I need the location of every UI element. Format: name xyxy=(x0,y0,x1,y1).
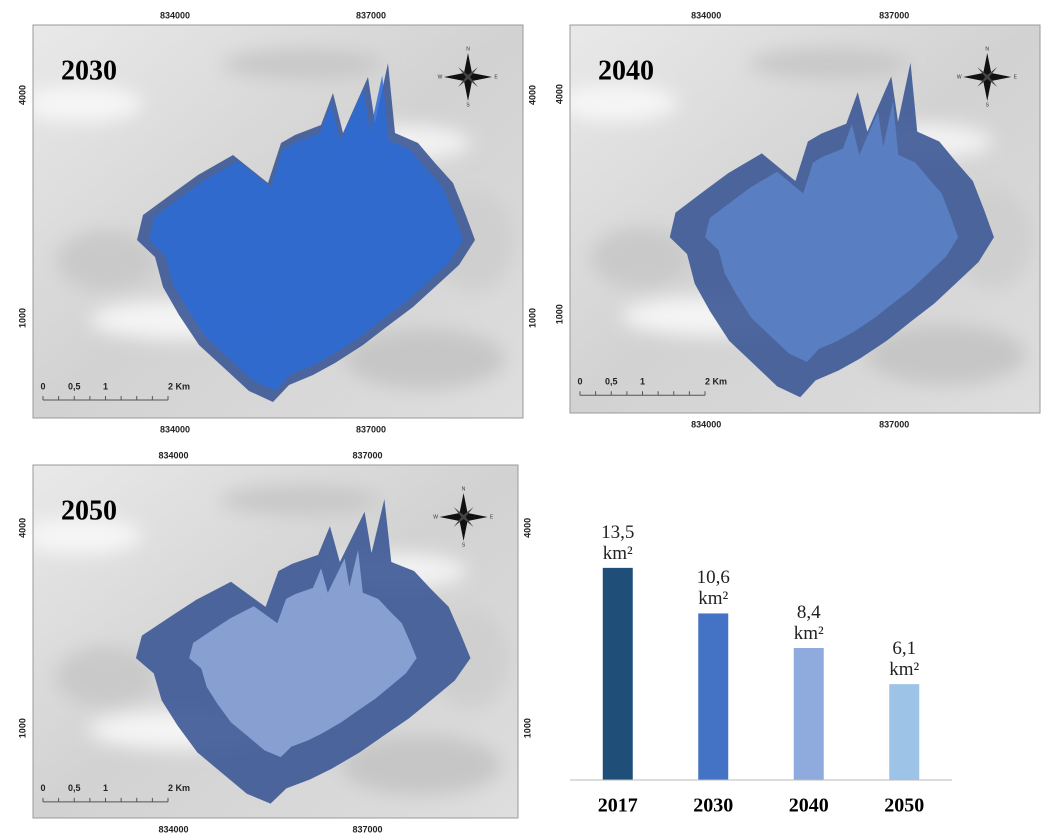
scale-label: 0,5 xyxy=(68,783,81,793)
hill xyxy=(22,86,142,122)
x-coord-label: 837000 xyxy=(879,419,909,429)
value-label: 6,1 km² xyxy=(879,638,929,680)
scale-label: 2 Km xyxy=(168,381,190,391)
x-tick-label: 2050 xyxy=(884,795,924,817)
x-coord-label: 834000 xyxy=(160,10,190,20)
scale-label: 0 xyxy=(577,377,582,387)
compass-label: N xyxy=(462,486,466,492)
scale-label: 0,5 xyxy=(68,381,81,391)
x-tick-label: 2030 xyxy=(693,795,733,817)
hill xyxy=(557,85,677,121)
x-coord-label: 837000 xyxy=(356,10,386,20)
x-coord-label: 834000 xyxy=(160,424,190,434)
canvas: 2030NESW83400083400083700083700040004000… xyxy=(0,0,1044,840)
x-tick-label: 2017 xyxy=(598,795,638,817)
bar xyxy=(794,648,824,780)
value-label: 10,6 km² xyxy=(688,567,738,609)
figure: 2030NESW83400083400083700083700040004000… xyxy=(0,0,1044,840)
hill xyxy=(220,485,380,515)
x-coord-label: 834000 xyxy=(159,450,189,460)
y-coord-label: 4000 xyxy=(527,85,537,105)
y-coord-label: 1000 xyxy=(17,718,27,738)
scale-label: 2 Km xyxy=(705,377,727,387)
compass-label: N xyxy=(985,46,989,52)
hill xyxy=(223,49,383,79)
bar xyxy=(889,684,919,780)
compass-label: W xyxy=(438,74,443,80)
x-coord-label: 834000 xyxy=(159,824,189,834)
value-label: 8,4 km² xyxy=(784,602,834,644)
y-coord-label: 1000 xyxy=(522,718,532,738)
y-coord-label: 1000 xyxy=(527,308,537,328)
y-coord-label: 1000 xyxy=(554,304,564,324)
x-tick-label: 2040 xyxy=(789,795,829,817)
compass-label: N xyxy=(466,46,470,52)
scale-label: 0 xyxy=(40,381,45,391)
bar xyxy=(698,613,728,780)
y-coord-label: 4000 xyxy=(554,84,564,104)
x-coord-label: 834000 xyxy=(691,10,721,20)
scale-label: 0,5 xyxy=(605,377,618,387)
hill xyxy=(749,49,909,79)
scale-label: 0 xyxy=(40,783,45,793)
map-year: 2030 xyxy=(61,55,117,86)
scale-label: 2 Km xyxy=(168,783,190,793)
y-coord-label: 4000 xyxy=(522,518,532,538)
scale-label: 1 xyxy=(640,377,645,387)
scale-label: 1 xyxy=(103,783,108,793)
compass-label: W xyxy=(957,74,962,80)
y-coord-label: 4000 xyxy=(17,518,27,538)
value-label: 13,5 km² xyxy=(593,522,643,564)
x-coord-label: 837000 xyxy=(356,424,386,434)
x-coord-label: 837000 xyxy=(879,10,909,20)
x-coord-label: 837000 xyxy=(353,450,383,460)
compass-label: W xyxy=(433,514,438,520)
x-coord-label: 837000 xyxy=(353,824,383,834)
x-coord-label: 834000 xyxy=(691,419,721,429)
map-year: 2040 xyxy=(598,55,654,86)
map-year: 2050 xyxy=(61,495,117,526)
y-coord-label: 4000 xyxy=(17,85,27,105)
y-coord-label: 1000 xyxy=(17,308,27,328)
scale-label: 1 xyxy=(103,381,108,391)
bar xyxy=(603,568,633,780)
